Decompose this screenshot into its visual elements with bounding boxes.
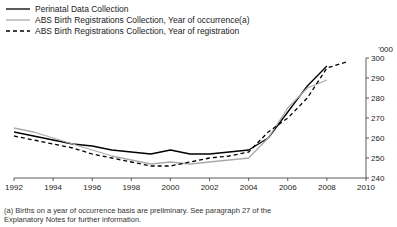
plot-lines (14, 62, 346, 166)
y-tick-label: 300 (371, 54, 385, 63)
x-tick (92, 178, 93, 181)
legend-swatch (6, 19, 30, 20)
legend-label: Perinatal Data Collection (35, 4, 129, 14)
x-tick (170, 178, 171, 181)
y-tick-label: 280 (371, 94, 385, 103)
y-axis-label: '000 (378, 45, 393, 54)
y-tick (366, 98, 369, 99)
y-tick-label: 270 (371, 114, 385, 123)
x-tick (326, 178, 327, 181)
x-tick-label: 2006 (279, 183, 297, 192)
x-tick (131, 178, 132, 181)
x-tick (366, 178, 367, 181)
footnote: (a) Births on a year of occurrence basis… (4, 206, 271, 224)
y-tick-label: 250 (371, 154, 385, 163)
x-tick (287, 178, 288, 181)
legend-label: ABS Birth Registrations Collection, Year… (35, 15, 250, 25)
series-line (14, 80, 327, 164)
x-tick-label: 1994 (44, 183, 62, 192)
x-tick-label: 2002 (201, 183, 219, 192)
x-tick-label: 2004 (240, 183, 258, 192)
x-tick (209, 178, 210, 181)
x-tick-label: 1998 (122, 183, 140, 192)
y-tick-label: 290 (371, 74, 385, 83)
legend-swatch (6, 8, 30, 9)
axes: 1992 1994 1996 1998 2000 2002 2004 2006 2008 2010… (5, 54, 385, 192)
x-axis-line (14, 178, 366, 179)
y-tick-label: 260 (371, 134, 385, 143)
x-tick-label: 2000 (162, 183, 180, 192)
x-tick (14, 178, 15, 181)
series-line (14, 62, 346, 166)
y-tick-label: 240 (371, 174, 385, 183)
chart: Perinatal Data CollectionABS Birth Regis… (0, 0, 397, 227)
y-tick (366, 58, 369, 59)
footnote-line: Explanatory Notes for further informatio… (4, 215, 141, 224)
x-tick (53, 178, 54, 181)
legend-label: ABS Birth Registrations Collection, Year… (35, 26, 239, 36)
footnote-line: (a) Births on a year of occurrence basis… (4, 206, 271, 215)
y-tick (366, 178, 369, 179)
x-tick-label: 1996 (83, 183, 101, 192)
x-tick-label: 2010 (357, 183, 375, 192)
y-tick (366, 138, 369, 139)
x-tick-label: 1992 (5, 183, 23, 192)
legend-swatch (6, 30, 30, 31)
x-tick (248, 178, 249, 181)
y-tick (366, 78, 369, 79)
x-tick-label: 2008 (318, 183, 336, 192)
y-tick (366, 118, 369, 119)
legend: Perinatal Data CollectionABS Birth Regis… (6, 4, 250, 36)
y-tick (366, 158, 369, 159)
